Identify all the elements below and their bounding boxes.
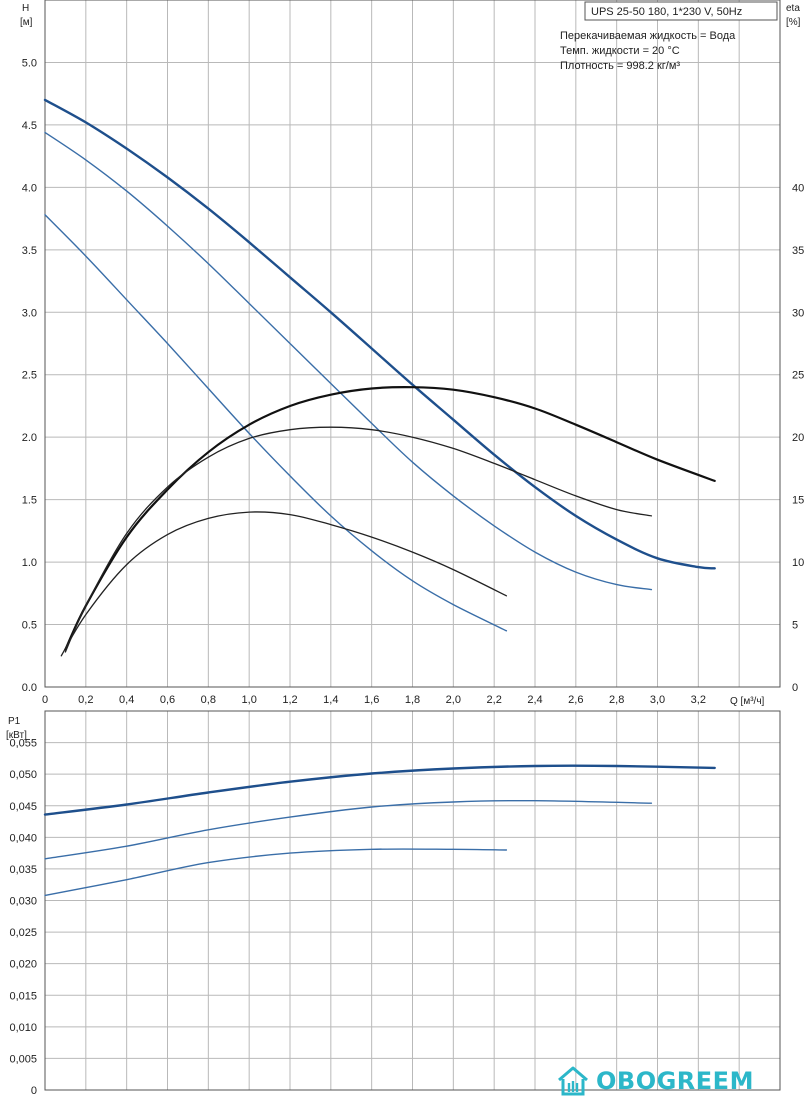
info-fluid: Перекачиваемая жидкость = Вода xyxy=(560,30,736,42)
eta-speed-3-curve xyxy=(64,386,716,651)
p1-tick-label: 0,045 xyxy=(9,801,37,813)
h-tick-label: 1.0 xyxy=(22,557,37,569)
p1-speed-2-curve xyxy=(44,799,653,860)
x-tick-label: 2,6 xyxy=(568,694,583,706)
h-tick-label: 0.0 xyxy=(22,682,37,694)
obogreem-logo: OBOGREEM xyxy=(556,1063,754,1099)
x-tick-label: 2,8 xyxy=(609,694,624,706)
h-tick-label: 4.0 xyxy=(22,182,37,194)
eta-tick-label: 35 xyxy=(792,245,804,257)
x-tick-label: 3,2 xyxy=(691,694,706,706)
house-icon xyxy=(558,1066,588,1096)
h-tick-label: 3.5 xyxy=(22,245,37,257)
p1-tick-label: 0,050 xyxy=(9,769,37,781)
p1-axis-unit: [кВт] xyxy=(6,730,27,741)
x-tick-label: 1,4 xyxy=(323,694,338,706)
p1-tick-label: 0,020 xyxy=(9,959,37,971)
h-tick-label: 2.5 xyxy=(22,370,37,382)
eta-axis-unit: [%] xyxy=(786,17,801,28)
x-tick-label: 0,8 xyxy=(201,694,216,706)
p1-tick-label: 0,030 xyxy=(9,896,37,908)
h-tick-label: 1.5 xyxy=(22,495,37,507)
x-tick-label: 1,6 xyxy=(364,694,379,706)
eta-tick-label: 30 xyxy=(792,307,804,319)
x-tick-label: 0 xyxy=(42,694,48,706)
p1-tick-label: 0,010 xyxy=(9,1022,37,1034)
eta-tick-label: 25 xyxy=(792,370,804,382)
p1-tick-label: 0,025 xyxy=(9,927,37,939)
x-tick-label: 1,0 xyxy=(242,694,257,706)
p1-speed-3-curve xyxy=(43,764,716,816)
eta-axis-label: eta xyxy=(786,3,800,14)
eta-speed-2-curve xyxy=(64,426,653,653)
p1-tick-label: 0,055 xyxy=(9,738,37,750)
eta-tick-label: 15 xyxy=(792,495,804,507)
info-density: Плотность = 998.2 кг/м³ xyxy=(560,60,680,72)
x-tick-label: 3,0 xyxy=(650,694,665,706)
head-chart-series xyxy=(43,98,716,657)
x-tick-label: 2,2 xyxy=(487,694,502,706)
x-tick-label: 2,4 xyxy=(527,694,542,706)
h-tick-label: 4.5 xyxy=(22,120,37,132)
eta-tick-label: 40 xyxy=(792,182,804,194)
x-tick-label: 1,2 xyxy=(282,694,297,706)
p1-tick-label: 0,005 xyxy=(9,1053,37,1065)
h-tick-label: 0.5 xyxy=(22,620,37,632)
h-tick-label: 2.0 xyxy=(22,432,37,444)
chart-labels: 0 0,2 0,4 0,6 0,8 1,0 1,2 1,4 1,6 1,8 2,0 2,2 2,4 2,6… xyxy=(9,57,804,1097)
x-tick-label: 0,4 xyxy=(119,694,134,706)
h-speed-3-curve xyxy=(43,98,716,570)
p1-tick-label: 0,015 xyxy=(9,990,37,1002)
eta-tick-label: 5 xyxy=(792,620,798,632)
x-tick-label: 0,6 xyxy=(160,694,175,706)
eta-tick-label: 10 xyxy=(792,557,804,569)
logo-text: OBOGREEM xyxy=(596,1067,754,1095)
eta-tick-label: 0 xyxy=(792,682,798,694)
h-tick-label: 3.0 xyxy=(22,307,37,319)
h-speed-2-curve xyxy=(44,131,653,591)
info-temperature: Темп. жидкости = 20 °C xyxy=(560,45,680,57)
p1-speed-1-curve xyxy=(44,848,508,897)
title-box xyxy=(584,1,778,21)
p1-tick-label: 0,040 xyxy=(9,832,37,844)
power-chart-frame xyxy=(44,710,781,1091)
x-tick-label: 1,8 xyxy=(405,694,420,706)
p1-axis-label: P1 xyxy=(8,716,21,727)
eta-speed-1-curve xyxy=(60,511,508,657)
p1-tick-label: 0 xyxy=(31,1085,37,1097)
x-tick-label: 2,0 xyxy=(446,694,461,706)
h-axis-label: H xyxy=(22,3,29,14)
h-speed-1-curve xyxy=(44,214,508,632)
head-chart-grid xyxy=(44,0,781,688)
eta-tick-label: 20 xyxy=(792,432,804,444)
q-axis-label: Q [м³/ч] xyxy=(730,696,765,707)
head-chart-frame xyxy=(44,0,781,688)
power-chart-series xyxy=(43,764,716,897)
chart-title: UPS 25-50 180, 1*230 V, 50Hz xyxy=(591,6,742,18)
p1-tick-label: 0,035 xyxy=(9,864,37,876)
h-axis-unit: [м] xyxy=(20,17,33,28)
x-tick-label: 0,2 xyxy=(78,694,93,706)
h-tick-label: 5.0 xyxy=(22,57,37,69)
